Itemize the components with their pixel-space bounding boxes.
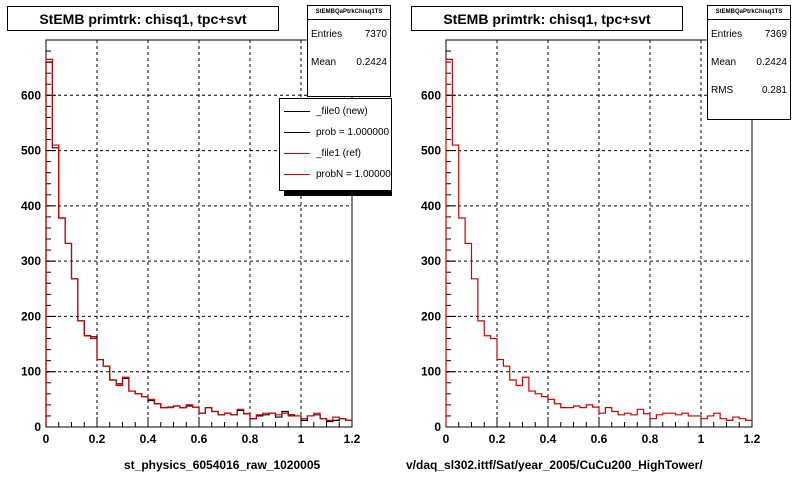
x-tick-label: 0: [443, 432, 450, 446]
x-tick-label: 0.4: [540, 432, 557, 446]
y-tick-label: 0: [34, 420, 41, 434]
x-tick-label: 0.4: [140, 432, 157, 446]
legend-entry-2: _file1 (ref): [280, 143, 391, 164]
left-x-label: st_physics_6054016_raw_1020005: [124, 458, 321, 472]
y-tick-label: 100: [421, 365, 441, 379]
legend-label-2: _file1 (ref): [316, 148, 362, 159]
legend-swatch-0: [284, 111, 310, 112]
left-stats-entries-value: 7370: [364, 28, 387, 40]
x-tick-label: 0.6: [191, 432, 208, 446]
y-tick-label: 100: [21, 365, 41, 379]
right-stats-entries-label: Entries: [711, 28, 743, 40]
y-tick-label: 500: [421, 144, 441, 158]
x-tick-label: 0.8: [242, 432, 259, 446]
left-title-text: StEMB primtrk: chisq1, tpc+svt: [39, 10, 247, 27]
histogram-series-0: [445, 58, 752, 427]
left-legend: _file0 (new) prob = 1.000000 _file1 (ref…: [279, 98, 392, 191]
x-tick-label: 0.2: [489, 432, 506, 446]
right-stats-mean-value: 0.2424: [756, 56, 787, 68]
right-stats-mean-row: Mean 0.2424: [708, 48, 790, 76]
x-tick-label: 0.8: [642, 432, 659, 446]
legend-entry-1: prob = 1.000000: [280, 122, 391, 143]
x-tick-label: 1.2: [344, 432, 361, 446]
x-tick-label: 0.6: [591, 432, 608, 446]
left-stats-mean-value: 0.2424: [356, 56, 387, 68]
x-tick-label: 1: [698, 432, 705, 446]
right-stats-rms-label: RMS: [711, 84, 734, 96]
left-stats-mean-label: Mean: [311, 56, 337, 68]
y-tick-label: 500: [21, 144, 41, 158]
x-tick-label: 1.2: [744, 432, 761, 446]
legend-entry-0: _file0 (new): [280, 101, 391, 122]
legend-label-1: prob = 1.000000: [316, 127, 390, 138]
legend-label-3: probN = 1.000000: [316, 169, 391, 180]
y-tick-label: 400: [421, 199, 441, 213]
right-title-text: StEMB primtrk: chisq1, tpc+svt: [443, 10, 651, 27]
histogram-series-1: [45, 58, 352, 427]
left-title: StEMB primtrk: chisq1, tpc+svt: [7, 6, 279, 31]
left-stats-entries-row: Entries 7370: [308, 20, 390, 48]
y-tick-label: 600: [421, 88, 441, 102]
y-tick-label: 400: [21, 199, 41, 213]
y-tick-label: 0: [434, 420, 441, 434]
legend-entry-3: probN = 1.000000: [280, 164, 391, 185]
legend-label-0: _file0 (new): [316, 106, 368, 117]
chart-0: 0 0.2 0.4 0.6 0.8 1 1.2 0 100 200 300 400 500 600: [21, 39, 361, 446]
left-stats-mean-row: Mean 0.2424: [308, 48, 390, 76]
right-stats-mean-label: Mean: [711, 56, 737, 68]
y-tick-label: 300: [21, 254, 41, 268]
y-tick-label: 200: [421, 309, 441, 323]
left-stats-name: StEMBQaPtrkChisq1TS: [308, 6, 390, 20]
legend-swatch-2: [284, 153, 310, 154]
right-stats-rms-value: 0.281: [761, 84, 787, 96]
right-stats-name: StEMBQaPtrkChisq1TS: [708, 6, 790, 20]
right-x-label: v/daq_sl302.ittf/Sat/year_2005/CuCu200_H…: [406, 458, 703, 472]
y-tick-label: 200: [21, 309, 41, 323]
legend-swatch-3: [284, 174, 310, 175]
right-title: StEMB primtrk: chisq1, tpc+svt: [411, 6, 683, 31]
x-tick-label: 1: [298, 432, 305, 446]
chart-1: 0 0.2 0.4 0.6 0.8 1 1.2 0 100 200 300 400 500 600: [421, 39, 761, 446]
right-stats-rms-row: RMS 0.281: [708, 76, 790, 104]
left-stats-entries-label: Entries: [311, 28, 343, 40]
right-stats-entries-row: Entries 7369: [708, 20, 790, 48]
left-stats-box: StEMBQaPtrkChisq1TS Entries 7370 Mean 0.…: [307, 5, 391, 97]
legend-swatch-1: [284, 132, 310, 133]
right-stats-entries-value: 7369: [764, 28, 787, 40]
right-stats-box: StEMBQaPtrkChisq1TS Entries 7369 Mean 0.…: [707, 5, 791, 120]
x-tick-label: 0.2: [89, 432, 106, 446]
y-tick-label: 600: [21, 88, 41, 102]
y-tick-label: 300: [421, 254, 441, 268]
x-tick-label: 0: [43, 432, 50, 446]
